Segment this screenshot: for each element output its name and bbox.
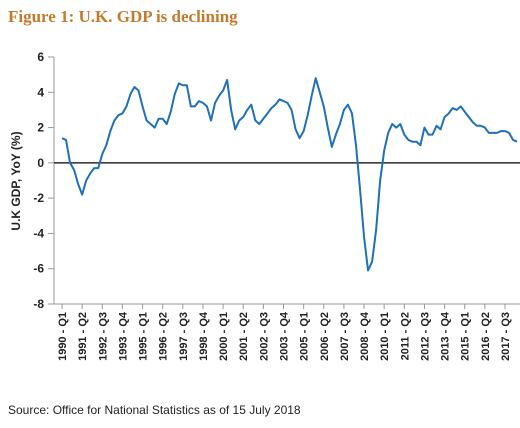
x-tick-label: 1992 - Q3 [97,312,109,361]
x-tick-label: 2002 - Q3 [258,312,270,361]
data-line [61,77,518,272]
y-tick-label: 6 [37,50,44,64]
x-tick-label: 2016 - Q2 [480,312,492,361]
x-tick-label: 2010 - Q1 [379,312,391,361]
x-tick-label: 2013 - Q4 [440,311,452,361]
x-tick-label: 1991 - Q2 [77,312,89,361]
x-tick-label: 2011 - Q2 [399,312,411,360]
x-tick-label: 2000 - Q1 [218,312,230,361]
source-note: Source: Office for National Statistics a… [8,403,301,417]
y-tick-label: 4 [37,85,44,99]
x-tick-label: 2015 - Q1 [460,312,472,361]
x-tick-label: 2001 - Q2 [238,312,250,361]
y-axis-label: U.K GDP, YoY (%) [9,131,23,230]
chart-title: Figure 1: U.K. GDP is declining [8,7,238,26]
x-tick-label: 2007 - Q3 [339,312,351,361]
x-tick-label: 1996 - Q2 [158,312,170,361]
x-tick-label: 1998 - Q4 [198,311,210,361]
y-tick-label: 0 [37,156,44,170]
x-tick-label: 2005 - Q1 [299,312,311,361]
y-tick-label: -8 [33,297,44,311]
x-tick-label: 1990 - Q1 [57,312,69,361]
x-tick-label: 1993 - Q4 [117,311,129,361]
x-tick-label: 2006 - Q2 [319,312,331,361]
x-tick-label: 2017 - Q3 [500,312,512,361]
x-tick-label: 2012 - Q3 [419,312,431,361]
y-tick-label: -6 [33,262,44,276]
y-tick-label: -2 [33,191,44,205]
x-tick-label: 1997 - Q3 [178,312,190,361]
x-tick-label: 1995 - Q1 [138,312,150,361]
x-tick-label: 2008 - Q4 [359,311,371,361]
y-tick-label: 2 [37,121,44,135]
x-tick-label: 2003 - Q4 [279,311,291,361]
y-tick-label: -4 [33,226,44,240]
